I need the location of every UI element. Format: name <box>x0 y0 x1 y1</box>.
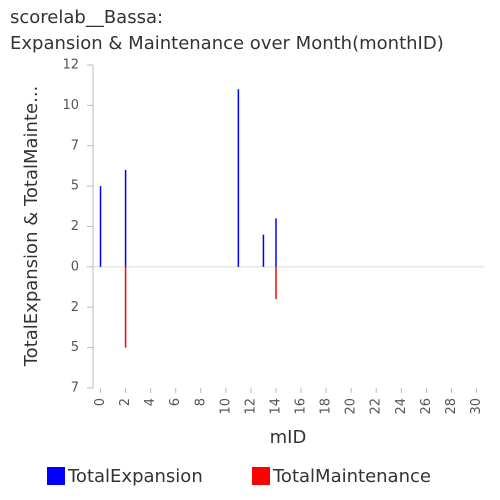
chart-subtitle: Expansion & Maintenance over Month(month… <box>10 33 444 54</box>
x-axis-label: mID <box>270 427 307 448</box>
chart-title: scorelab__Bassa: <box>10 7 163 28</box>
x-tick-label: 28 <box>444 398 459 415</box>
x-tick-label: 20 <box>344 398 359 415</box>
x-tick-label: 4 <box>143 398 158 406</box>
bar <box>124 266 127 348</box>
y-tick-label: 5 <box>71 340 79 355</box>
x-tick-label: 24 <box>394 398 409 415</box>
y-tick-label: 2 <box>71 300 79 315</box>
y-tick-label: 7 <box>71 138 79 153</box>
x-tick-label: 16 <box>294 398 309 415</box>
bar <box>99 186 102 267</box>
x-tick-label: 10 <box>218 398 233 415</box>
x-tick-label: 12 <box>243 398 258 415</box>
x-tick-label: 8 <box>193 398 208 406</box>
y-tick-label: 12 <box>62 58 79 73</box>
y-tick-label: 2 <box>71 219 79 234</box>
legend-swatch <box>47 467 65 485</box>
bar <box>275 218 277 267</box>
y-tick-label: 7 <box>71 381 79 396</box>
x-tick-label: 14 <box>268 398 283 415</box>
bar <box>124 169 127 267</box>
legend-label: TotalMaintenance <box>272 466 431 487</box>
x-tick-label: 6 <box>168 398 183 406</box>
x-tick-label: 2 <box>118 398 133 406</box>
x-tick-label: 0 <box>93 398 108 406</box>
x-tick-label: 26 <box>419 398 434 415</box>
y-tick-label: 0 <box>71 259 79 274</box>
y-axis-label: TotalExpansion & TotalMainte... <box>21 86 42 368</box>
bar <box>275 266 277 300</box>
legend-swatch <box>252 467 270 485</box>
x-tick-label: 18 <box>319 398 334 415</box>
y-tick-label: 10 <box>62 98 79 113</box>
legend-label: TotalExpansion <box>67 466 203 487</box>
x-tick-label: 22 <box>369 398 384 415</box>
bar <box>237 89 240 267</box>
bar <box>262 234 265 267</box>
y-tick-label: 5 <box>71 179 79 194</box>
x-tick-label: 30 <box>469 398 484 415</box>
